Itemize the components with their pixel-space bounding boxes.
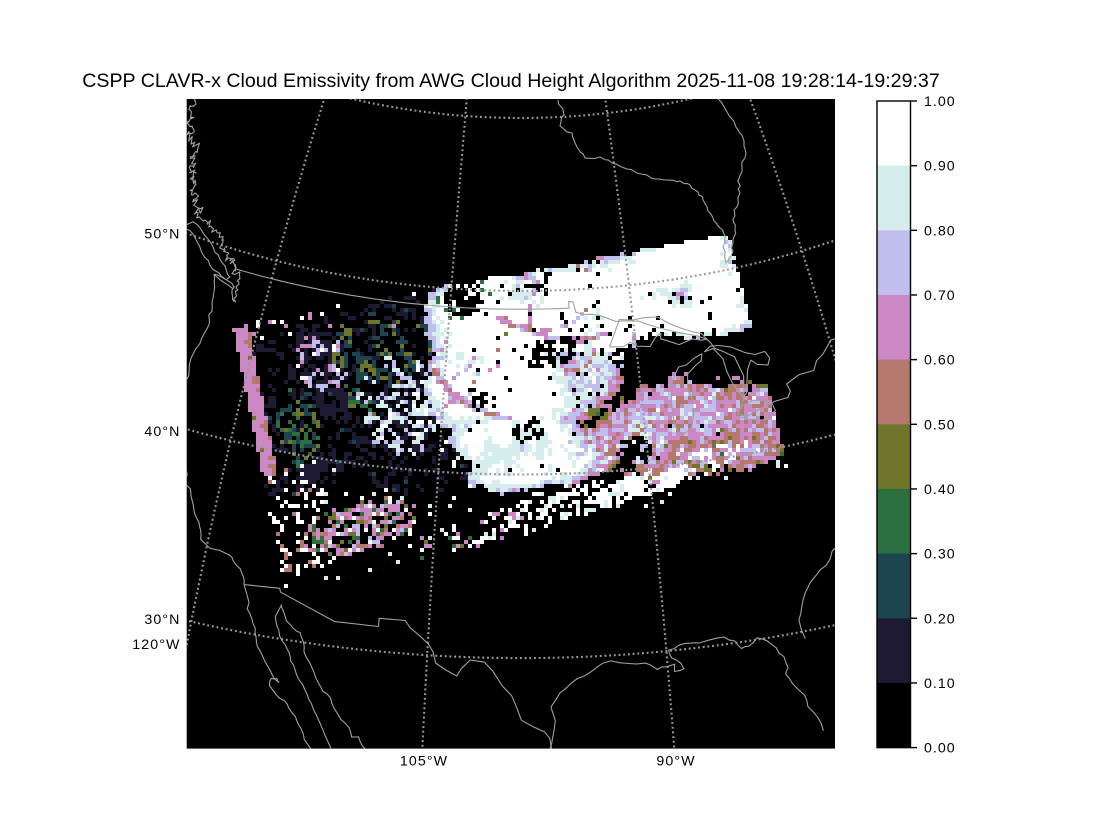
- svg-text:0.00: 0.00: [924, 741, 956, 757]
- svg-text:0.10: 0.10: [924, 676, 956, 692]
- svg-text:0.90: 0.90: [924, 159, 956, 175]
- svg-text:0.60: 0.60: [924, 353, 956, 369]
- svg-text:1.00: 1.00: [924, 94, 956, 110]
- svg-text:0.80: 0.80: [924, 223, 956, 239]
- svg-text:120°W: 120°W: [132, 637, 180, 653]
- svg-text:CSPP CLAVR-x Cloud Emissivity: CSPP CLAVR-x Cloud Emissivity from AWG C…: [82, 70, 939, 92]
- svg-text:0.40: 0.40: [924, 482, 956, 498]
- svg-text:30°N: 30°N: [144, 612, 180, 628]
- svg-text:0.70: 0.70: [924, 288, 956, 304]
- svg-text:0.20: 0.20: [924, 611, 956, 627]
- svg-text:0.30: 0.30: [924, 547, 956, 563]
- svg-text:0.50: 0.50: [924, 417, 956, 433]
- svg-text:40°N: 40°N: [144, 424, 180, 440]
- svg-text:50°N: 50°N: [144, 227, 180, 243]
- svg-text:105°W: 105°W: [400, 754, 448, 770]
- svg-text:90°W: 90°W: [656, 754, 695, 770]
